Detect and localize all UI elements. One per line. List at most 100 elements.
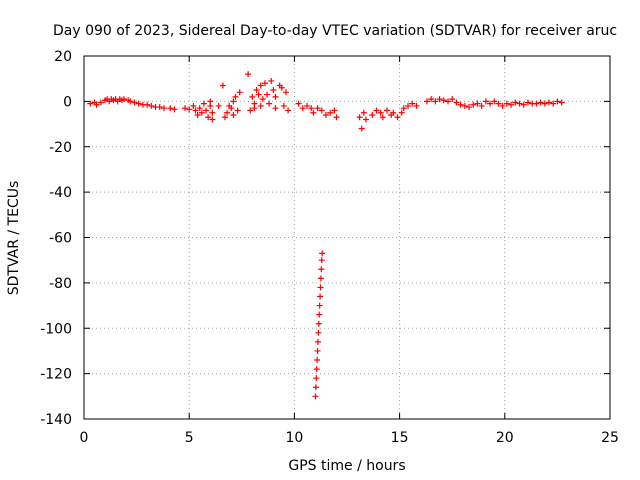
y-tick-label: -20 — [49, 140, 72, 156]
data-point — [470, 101, 477, 108]
data-point — [259, 96, 266, 103]
x-tick-labels: 0 5 10 15 20 25 — [80, 430, 619, 446]
data-point — [247, 107, 254, 114]
y-axis-label: SDTVAR / TECUs — [6, 181, 22, 296]
data-point — [261, 80, 268, 87]
data-point — [413, 102, 420, 109]
data-point — [319, 250, 326, 257]
data-point — [160, 105, 167, 112]
x-axis-label: GPS time / hours — [288, 458, 405, 474]
x-tick-label: 25 — [601, 430, 619, 446]
data-point — [181, 105, 188, 112]
data-point — [440, 97, 447, 104]
y-tick-label: 20 — [54, 49, 72, 65]
data-points — [87, 71, 565, 400]
data-point — [257, 82, 264, 89]
data-point — [313, 375, 320, 382]
y-tick-label: -80 — [49, 276, 72, 292]
data-point — [327, 109, 334, 116]
data-point — [264, 91, 271, 98]
data-point — [318, 257, 325, 264]
data-point — [390, 109, 397, 116]
data-point — [358, 125, 365, 132]
data-point — [93, 101, 100, 108]
data-point — [278, 84, 285, 91]
y-tick-label: 0 — [63, 94, 72, 110]
data-point — [508, 101, 515, 108]
data-point — [236, 89, 243, 96]
data-point — [487, 100, 494, 107]
data-point — [482, 98, 489, 105]
data-point — [209, 109, 216, 116]
data-point — [282, 89, 289, 96]
data-point — [314, 105, 321, 112]
data-point — [554, 98, 561, 105]
data-point — [135, 100, 142, 107]
data-point — [398, 109, 405, 116]
data-point — [512, 99, 519, 106]
data-point — [558, 99, 565, 106]
y-tick-labels: 20 0 -20 -40 -60 -80 -100 -120 -140 — [40, 49, 72, 428]
data-point — [312, 384, 319, 391]
x-tick-label: 15 — [391, 430, 409, 446]
data-point — [167, 105, 174, 112]
data-point — [474, 100, 481, 107]
data-point — [219, 82, 226, 89]
data-point — [285, 107, 292, 114]
data-point — [436, 96, 443, 103]
data-point — [144, 101, 151, 108]
data-point — [87, 100, 94, 107]
data-point — [550, 100, 557, 107]
data-point — [272, 105, 279, 112]
data-point — [315, 320, 322, 327]
data-point — [312, 393, 319, 400]
data-point — [317, 293, 324, 300]
data-point — [409, 100, 416, 107]
data-point — [308, 105, 315, 112]
data-point — [432, 98, 439, 105]
y-tick-label: -40 — [49, 185, 72, 201]
data-point — [545, 99, 552, 106]
y-tick-label: -120 — [40, 367, 72, 383]
data-point — [520, 101, 527, 108]
data-point — [449, 96, 456, 103]
data-point — [203, 107, 210, 114]
data-point — [503, 100, 510, 107]
data-point — [228, 105, 235, 112]
x-tick-label: 10 — [285, 430, 303, 446]
data-point — [249, 93, 256, 100]
data-point — [270, 87, 277, 94]
data-point — [97, 99, 104, 106]
data-point — [127, 98, 134, 105]
data-point — [322, 111, 329, 118]
x-tick-label: 0 — [80, 430, 89, 446]
grid-lines — [84, 56, 610, 419]
data-point — [209, 116, 216, 123]
data-point — [205, 114, 212, 121]
data-point — [186, 106, 193, 113]
data-point — [383, 107, 390, 114]
axis-ticks — [83, 55, 611, 420]
data-point — [379, 114, 386, 121]
x-tick-label: 5 — [185, 430, 194, 446]
data-point — [171, 106, 178, 113]
data-point — [215, 102, 222, 109]
data-point — [314, 338, 321, 345]
data-point — [234, 107, 241, 114]
plot-frame — [83, 55, 611, 420]
data-point — [373, 107, 380, 114]
data-point — [360, 109, 367, 116]
data-point — [318, 107, 325, 114]
data-point — [156, 104, 163, 111]
data-point — [255, 91, 262, 98]
data-point — [266, 100, 273, 107]
data-point — [457, 101, 464, 108]
data-point — [315, 329, 322, 336]
data-point — [198, 109, 205, 116]
data-point — [400, 105, 407, 112]
data-point — [232, 93, 239, 100]
data-point — [495, 100, 502, 107]
data-point — [313, 366, 320, 373]
data-point — [253, 87, 260, 94]
